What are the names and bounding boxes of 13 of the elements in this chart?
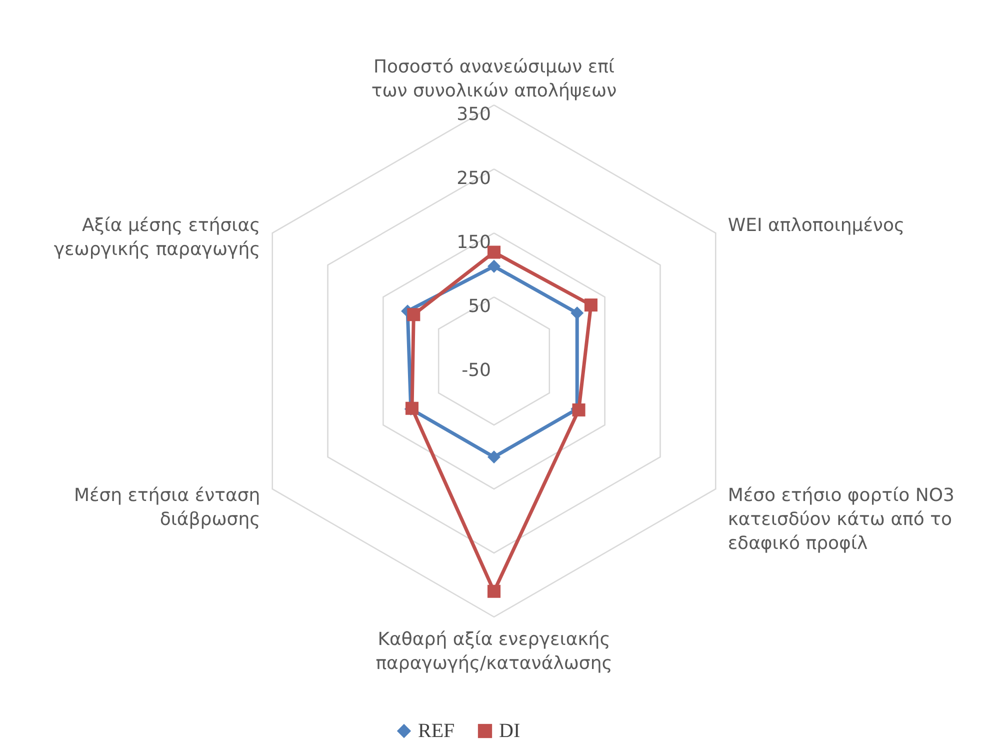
spoke-label: Καθαρή αξία ενεργειακής παραγωγής/κατανάλωσης [376, 629, 612, 674]
y-tick-label: 250 [456, 168, 491, 190]
legend-label: REF [418, 720, 455, 742]
y-tick-label: 350 [456, 104, 491, 126]
y-tick-label: 150 [456, 232, 491, 254]
y-tick-label: 50 [468, 296, 491, 318]
spoke-label: Αξία μέσης ετήσιας γεωργικής παραγωγής [54, 215, 260, 260]
legend-label: DI [499, 720, 520, 742]
spoke-label: Μέση ετήσια ένταση διάβρωσης [74, 485, 260, 530]
spoke-label: WEI απλοποιημένος [728, 215, 905, 236]
spoke-label: Ποσοστό ανανεώσιμων επί των συνολικών απολήψεων [371, 56, 617, 102]
spoke-label: Μέσο ετήσιο φορτίο NO3 κατεισδύον κάτω από το εδαφικό προφίλ [728, 485, 954, 554]
y-tick-label: -50 [462, 360, 491, 381]
